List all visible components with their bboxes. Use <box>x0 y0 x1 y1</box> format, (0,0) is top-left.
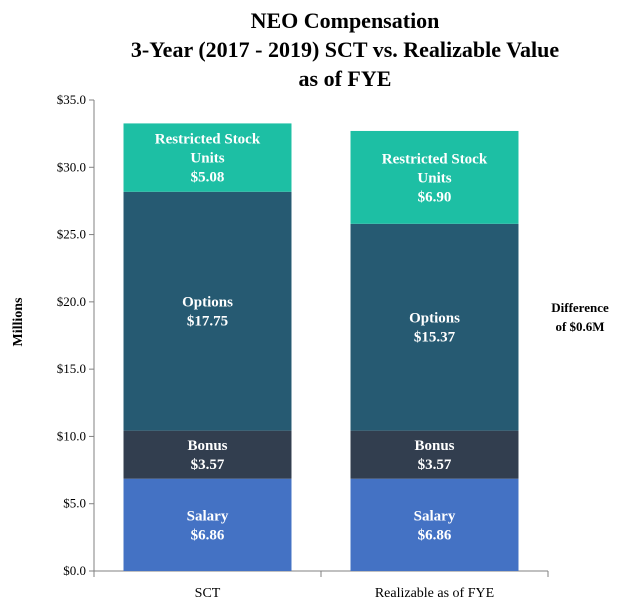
data-label: $6.86 <box>191 527 225 543</box>
y-tick-label: $35.0 <box>57 92 86 107</box>
bar-segment <box>123 123 292 192</box>
bar-segment <box>123 430 292 479</box>
data-label: Salary <box>414 508 456 524</box>
y-tick-label: $5.0 <box>63 496 86 511</box>
bar-segment <box>350 223 519 431</box>
x-tick-label: SCT <box>195 586 221 601</box>
y-tick-label: $30.0 <box>57 159 86 174</box>
data-label: $5.08 <box>191 170 225 186</box>
data-label: $6.90 <box>418 189 452 205</box>
chart-title-line-3: as of FYE <box>299 66 392 91</box>
data-label: Bonus <box>187 438 227 454</box>
annotation-line-2: of $0.6M <box>555 319 604 334</box>
y-axis-label: Millions <box>11 297 26 347</box>
data-label: $17.75 <box>187 314 228 330</box>
data-label: Restricted Stock <box>155 132 261 148</box>
y-tick-label: $10.0 <box>57 428 86 443</box>
bar-segment <box>123 191 292 431</box>
data-label: Restricted Stock <box>382 151 488 167</box>
data-label: $3.57 <box>418 457 452 473</box>
data-label: Units <box>417 170 451 186</box>
y-tick-label: $0.0 <box>63 563 86 578</box>
chart-title-line-1: NEO Compensation <box>251 8 440 33</box>
data-label: Options <box>409 311 460 327</box>
bar-segment <box>350 430 519 479</box>
annotation-line-1: Difference <box>551 300 609 315</box>
bar-segment <box>123 478 292 571</box>
bar-segment <box>350 478 519 571</box>
data-label: Salary <box>187 508 229 524</box>
data-label: Units <box>190 151 224 167</box>
y-tick-label: $15.0 <box>57 361 86 376</box>
data-label: Options <box>182 295 233 311</box>
data-label: $6.86 <box>418 527 452 543</box>
data-label: $3.57 <box>191 457 225 473</box>
data-label: $15.37 <box>414 330 456 346</box>
x-tick-label: Realizable as of FYE <box>375 586 494 601</box>
difference-annotation: Difference of $0.6M <box>551 300 609 334</box>
chart-title-line-2: 3-Year (2017 - 2019) SCT vs. Realizable … <box>131 37 559 62</box>
plot-area: $0.0 $5.0 $10.0 $15.0 $20.0 $25.0 $30.0 $35.0 Sa… <box>57 92 549 601</box>
data-label: Bonus <box>414 438 454 454</box>
bar-segment <box>350 130 519 224</box>
chart-title: NEO Compensation 3-Year (2017 - 2019) SC… <box>131 8 559 91</box>
y-tick-label: $20.0 <box>57 294 86 309</box>
y-tick-label: $25.0 <box>57 227 86 242</box>
